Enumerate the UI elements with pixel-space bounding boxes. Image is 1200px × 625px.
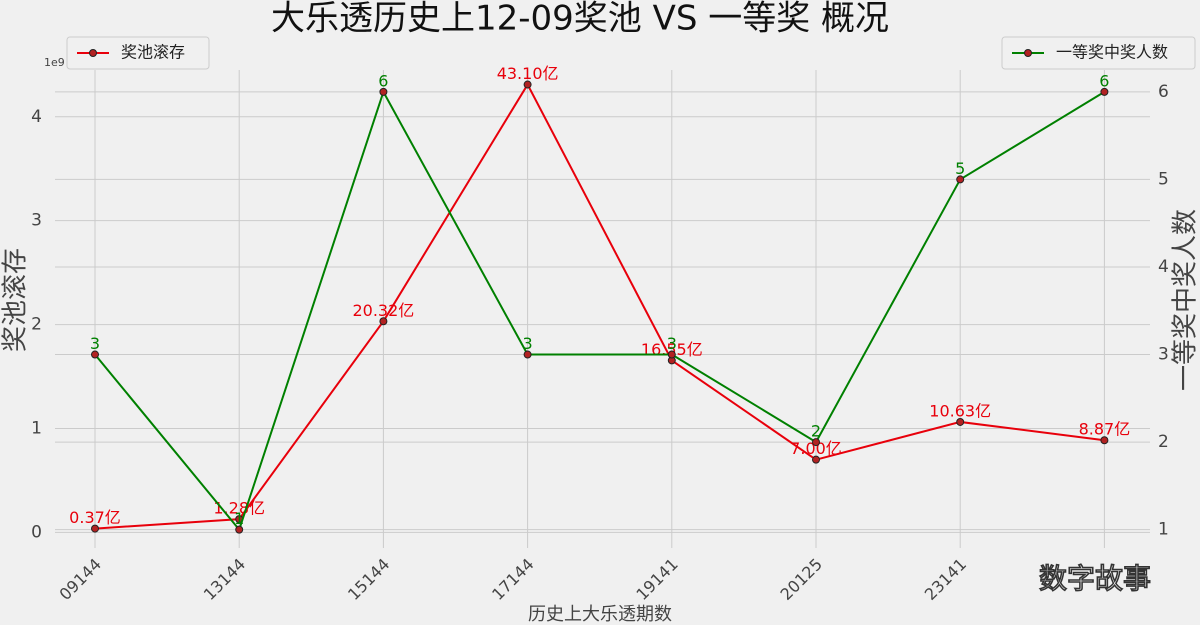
- point: [379, 87, 388, 96]
- point: [1100, 436, 1109, 445]
- data-label: 2: [811, 422, 821, 441]
- series-line: [94, 89, 1105, 532]
- legend-box: [66, 36, 210, 70]
- y-tick-label: 1: [31, 419, 42, 439]
- data-label: 0.37亿: [69, 508, 121, 527]
- point: [235, 525, 244, 534]
- data-label: 8.87亿: [1079, 420, 1131, 439]
- point: [812, 438, 820, 447]
- point: [91, 350, 99, 359]
- legend-label: 奖池滚存: [121, 43, 185, 62]
- point: [523, 350, 532, 359]
- point: [812, 455, 820, 464]
- y2-tick-label: 4: [1158, 257, 1169, 277]
- series-line: [94, 82, 1105, 530]
- y-tick-label: 4: [31, 107, 42, 127]
- x-axis-label: 历史上大乐透期数: [528, 604, 672, 625]
- point: [667, 350, 676, 359]
- legend-marker: [89, 49, 97, 57]
- y-offset-label: 1e9: [44, 56, 65, 69]
- point: [956, 417, 965, 426]
- y2-tick-label: 2: [1158, 432, 1169, 452]
- y2-tick-label: 1: [1158, 520, 1169, 540]
- data-label: 3: [667, 334, 677, 353]
- point: [956, 175, 965, 184]
- data-label: 3: [523, 334, 533, 353]
- data-label: 10.63亿: [929, 401, 991, 420]
- data-label: 7.00亿: [790, 439, 842, 458]
- y-tick-label: 3: [31, 211, 42, 231]
- data-label: 6: [1099, 71, 1109, 90]
- data-label: 3: [90, 334, 100, 353]
- data-label: 43.10亿: [497, 64, 559, 83]
- chart-title: 大乐透历史上12-09奖池 VS 一等奖 概况: [271, 0, 889, 39]
- data-label: 20.32亿: [352, 301, 414, 320]
- y-tick-label: 2: [31, 315, 42, 335]
- legend-marker: [1024, 49, 1032, 57]
- y2-axis-label: 一等奖中奖人数: [1171, 209, 1200, 391]
- y2-tick-label: 6: [1158, 82, 1169, 102]
- point: [523, 80, 532, 89]
- y2-tick-label: 5: [1158, 169, 1169, 189]
- watermark: 数字故事: [1039, 562, 1151, 595]
- data-label: 6: [378, 71, 388, 90]
- y-tick-label: 0: [31, 522, 42, 542]
- data-label: 5: [955, 159, 965, 178]
- y-axis-label: 奖池滚存: [1, 248, 31, 352]
- point: [91, 524, 99, 533]
- data-label: 1: [234, 509, 244, 528]
- y2-tick-label: 3: [1158, 345, 1169, 365]
- point: [379, 317, 388, 326]
- legend-label: 一等奖中奖人数: [1056, 43, 1168, 62]
- point: [1100, 87, 1109, 96]
- legend-box: [1001, 36, 1196, 70]
